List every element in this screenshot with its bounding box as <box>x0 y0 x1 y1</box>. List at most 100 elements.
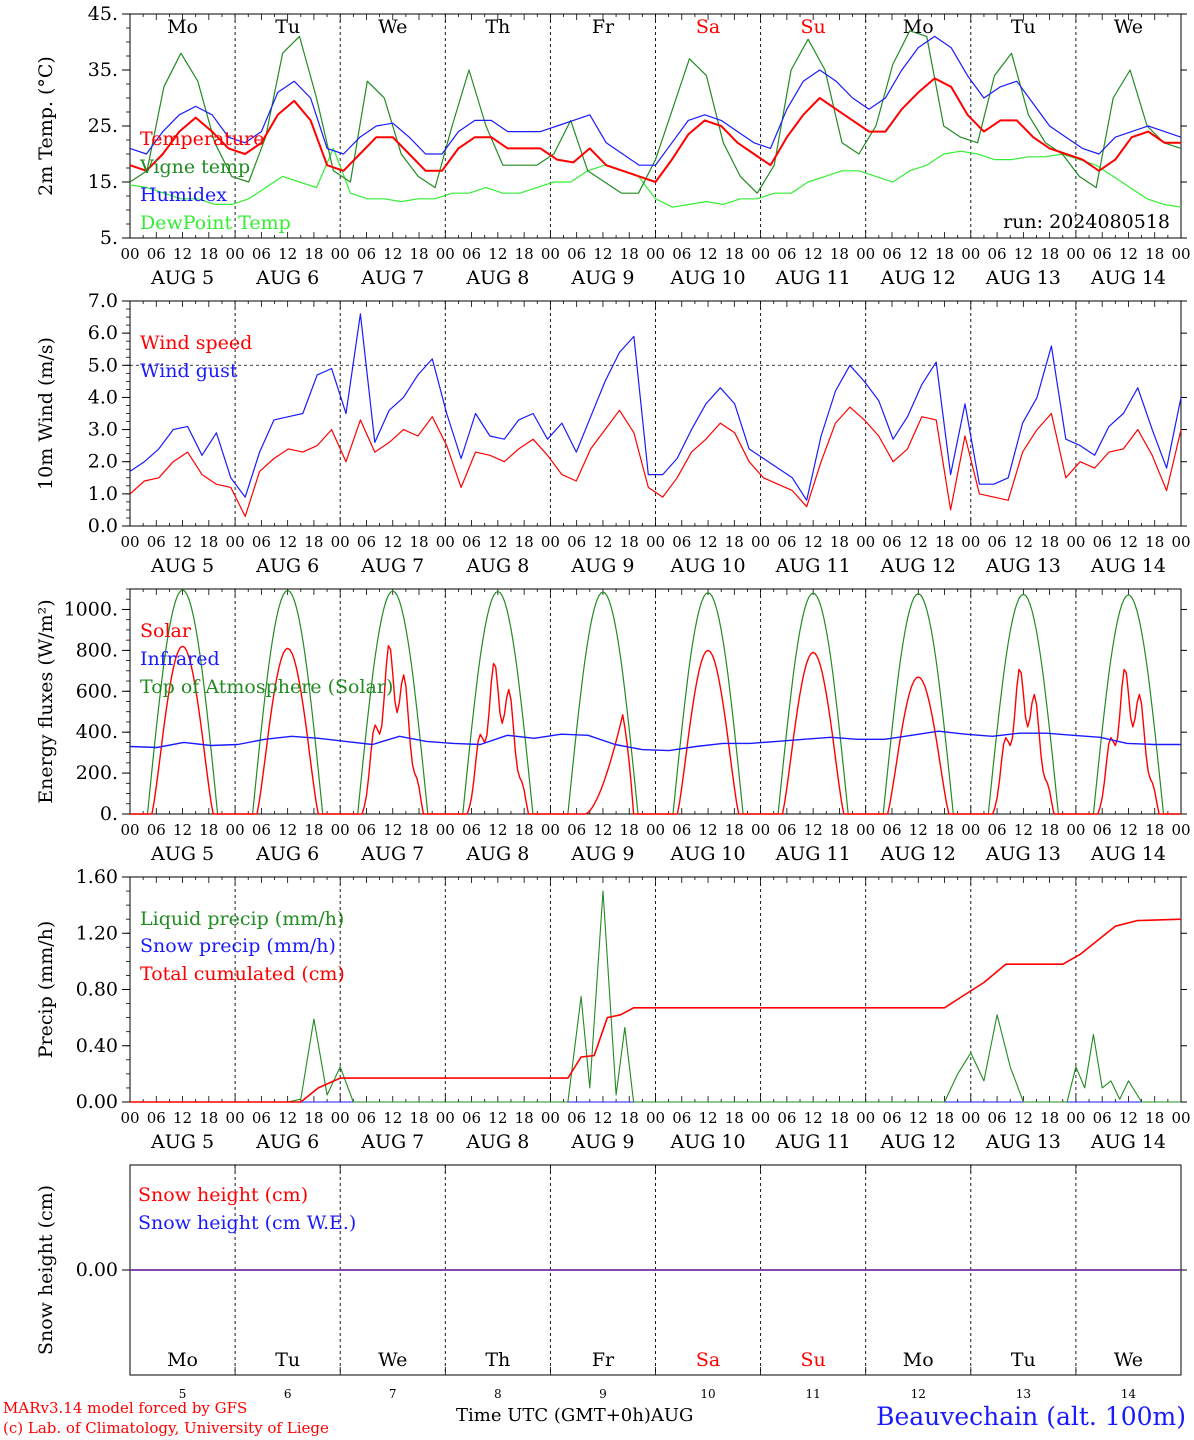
legend-item: Top of Atmosphere (Solar) <box>140 676 393 698</box>
hour-label: 00 <box>226 1109 245 1127</box>
hour-label: 18 <box>725 533 744 551</box>
hour-label: 00 <box>120 1109 139 1127</box>
y-tick-label: 400. <box>76 721 118 743</box>
weekday-label: Sa <box>696 16 720 38</box>
legend-item: Snow height (cm W.E.) <box>138 1212 356 1234</box>
date-label: AUG 9 <box>570 843 634 865</box>
date-label: AUG 9 <box>570 555 634 577</box>
hour-label: 12 <box>699 1109 718 1127</box>
weekday-label: We <box>378 16 407 38</box>
hour-label: 00 <box>961 533 980 551</box>
hour-label: 12 <box>488 245 507 263</box>
hour-label: 06 <box>882 1109 901 1127</box>
hour-label: 18 <box>725 821 744 839</box>
y-tick-label: 0.80 <box>76 979 118 1001</box>
weekday-label: Tu <box>275 16 300 38</box>
time-axis-label: Time UTC (GMT+0h)AUG <box>456 1405 693 1426</box>
date-number-label: 9 <box>599 1387 607 1401</box>
date-label: AUG 13 <box>985 555 1061 577</box>
date-label: AUG 6 <box>255 555 319 577</box>
weekday-label: We <box>1114 16 1143 38</box>
weekday-label: Mo <box>903 1349 934 1371</box>
hour-label: 12 <box>1014 1109 1033 1127</box>
hour-label: 18 <box>725 245 744 263</box>
panel-4: 0.00 0.40 0.80 1.20 1.60 Precip (mm/h) 00 06 12 1… <box>35 866 1191 1153</box>
hour-label: 00 <box>961 1109 980 1127</box>
hour-label: 06 <box>567 245 586 263</box>
hour-label: 06 <box>672 533 691 551</box>
series-temperature <box>129 77 1181 183</box>
hour-label: 18 <box>1145 1109 1164 1127</box>
hour-label: 06 <box>252 245 271 263</box>
hour-label: 00 <box>541 1109 560 1127</box>
hour-label: 12 <box>804 1109 823 1127</box>
hour-label: 18 <box>304 533 323 551</box>
date-label: AUG 14 <box>1090 843 1166 865</box>
date-label: AUG 11 <box>775 267 851 289</box>
hour-label: 06 <box>988 1109 1007 1127</box>
hour-label: 06 <box>882 533 901 551</box>
hour-label: 18 <box>620 533 639 551</box>
weekday-label: Su <box>801 1349 826 1371</box>
hour-label: 00 <box>120 533 139 551</box>
hour-label: 18 <box>409 245 428 263</box>
hour-label: 06 <box>357 1109 376 1127</box>
hour-label: 00 <box>1066 533 1085 551</box>
hour-label: 12 <box>278 821 297 839</box>
hour-label: 12 <box>383 533 402 551</box>
hour-label: 12 <box>699 821 718 839</box>
hour-label: 18 <box>830 245 849 263</box>
hour-label: 12 <box>488 1109 507 1127</box>
weekday-label: Fr <box>592 1349 615 1371</box>
date-label: AUG 10 <box>669 267 745 289</box>
hour-label: 12 <box>1119 1109 1138 1127</box>
legend-item: Liquid precip (mm/h) <box>140 908 344 930</box>
date-label: AUG 8 <box>465 267 529 289</box>
hour-label: 00 <box>856 821 875 839</box>
series-humidex <box>129 35 1182 166</box>
hour-label: 06 <box>672 245 691 263</box>
hour-label: 12 <box>488 821 507 839</box>
date-label: AUG 5 <box>150 843 214 865</box>
hour-label: 06 <box>147 821 166 839</box>
hour-label: 06 <box>1093 1109 1112 1127</box>
hour-label: 18 <box>830 1109 849 1127</box>
hour-label: 18 <box>515 821 534 839</box>
hour-label: 12 <box>593 1109 612 1127</box>
date-label: AUG 14 <box>1090 555 1166 577</box>
series-dewpoint-temp <box>129 147 1182 208</box>
hour-label: 06 <box>462 533 481 551</box>
hour-label: 06 <box>777 245 796 263</box>
hour-label: 00 <box>226 245 245 263</box>
weekday-label: Sa <box>696 1349 720 1371</box>
hour-label: 12 <box>804 533 823 551</box>
hour-label: 00 <box>436 533 455 551</box>
hour-label: 00 <box>856 1109 875 1127</box>
y-tick-label: 600. <box>76 680 118 702</box>
hour-label: 18 <box>515 1109 534 1127</box>
hour-label: 12 <box>909 245 928 263</box>
hour-label: 00 <box>646 245 665 263</box>
date-label: AUG 5 <box>150 1131 214 1153</box>
weekday-label: Th <box>485 1349 510 1371</box>
hour-label: 00 <box>856 245 875 263</box>
hour-label: 12 <box>488 533 507 551</box>
hour-label: 12 <box>173 245 192 263</box>
weekday-label: Fr <box>592 16 615 38</box>
date-label: AUG 13 <box>985 1131 1061 1153</box>
weekday-label: We <box>1114 1349 1143 1371</box>
y-tick-label: 35. <box>88 59 118 81</box>
hour-label: 12 <box>804 245 823 263</box>
date-label: AUG 7 <box>360 1131 424 1153</box>
weekday-label: Tu <box>275 1349 300 1371</box>
date-label: AUG 8 <box>465 1131 529 1153</box>
hour-label: 18 <box>1145 245 1164 263</box>
y-tick-label: 6.0 <box>88 322 118 344</box>
date-label: AUG 7 <box>360 843 424 865</box>
hour-label: 00 <box>541 821 560 839</box>
legend-item: Temperature <box>140 128 264 150</box>
hour-label: 06 <box>357 533 376 551</box>
y-tick-label: 800. <box>76 639 118 661</box>
y-tick-label: 1000. <box>64 598 118 620</box>
